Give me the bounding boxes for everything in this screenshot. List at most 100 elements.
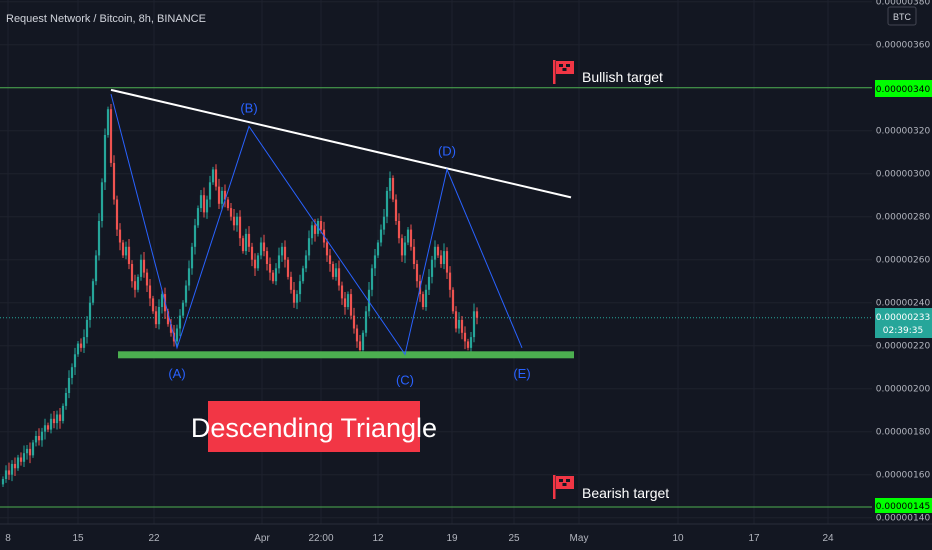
candle <box>463 332 467 342</box>
candle <box>109 109 113 163</box>
price-tick-label: 0.00000220 <box>876 342 931 352</box>
candle <box>373 255 377 269</box>
bullish-target-label: Bullish target <box>582 69 663 85</box>
candle <box>31 442 35 456</box>
candle <box>55 414 59 424</box>
candle <box>286 259 290 277</box>
candle <box>232 216 236 226</box>
candle <box>94 255 98 282</box>
candle <box>22 453 26 462</box>
candle <box>340 285 344 299</box>
wave-label: (A) <box>168 366 185 381</box>
time-tick-label: Apr <box>254 533 270 544</box>
candle <box>208 182 212 200</box>
candle <box>295 294 299 303</box>
time-scale[interactable]: 8 15 22 Apr 22:00 12 19 25 May 10 17 24 <box>0 523 932 550</box>
candle <box>376 242 380 256</box>
candle <box>349 294 353 316</box>
candle <box>388 178 392 191</box>
candle <box>178 315 182 329</box>
candle <box>274 268 278 282</box>
pattern-title-box: Descending Triangle <box>191 401 437 452</box>
currency-badge: BTC <box>887 6 917 26</box>
candle <box>85 319 89 338</box>
svg-text:0.00000233: 0.00000233 <box>876 313 930 323</box>
price-tick-label: 0.00000360 <box>876 41 931 51</box>
candle <box>217 186 221 204</box>
grid <box>0 0 872 524</box>
candle <box>403 242 407 256</box>
candle <box>124 246 128 256</box>
price-tick-label: 0.00000200 <box>876 385 931 395</box>
candles <box>1 104 479 487</box>
time-tick-label: May <box>570 533 589 544</box>
candle <box>406 229 410 243</box>
candle <box>121 242 125 256</box>
candle <box>472 311 476 338</box>
candle <box>304 255 308 269</box>
bearish-price-tag: 0.00000145 <box>875 498 932 513</box>
candle <box>211 169 215 183</box>
candle <box>19 457 23 462</box>
candle <box>28 448 32 456</box>
candle <box>91 281 95 303</box>
price-tick-label: 0.00000140 <box>876 514 931 524</box>
pattern-title: Descending Triangle <box>191 413 437 443</box>
chart-title: Request Network / Bitcoin, 8h, BINANCE <box>6 13 206 25</box>
candle <box>280 246 284 256</box>
candle <box>88 302 92 320</box>
bearish-target-annotation: Bearish target <box>553 475 669 501</box>
time-tick-labels: 8 15 22 Apr 22:00 12 19 25 May 10 17 24 <box>5 533 834 544</box>
svg-text:BTC: BTC <box>893 12 912 22</box>
candle <box>40 431 44 441</box>
candle <box>328 255 332 264</box>
candle <box>391 178 395 200</box>
candle <box>73 354 77 368</box>
candle <box>436 246 440 256</box>
flag-icon <box>553 475 574 499</box>
price-tick-label: 0.00000240 <box>876 299 931 309</box>
time-tick-label: 15 <box>72 533 84 544</box>
candle <box>421 294 425 307</box>
candle <box>100 182 104 221</box>
candle <box>58 414 62 421</box>
candle <box>199 195 203 209</box>
candle <box>112 162 116 200</box>
candle <box>256 255 260 269</box>
candle <box>250 246 254 260</box>
price-scale[interactable]: 0.00000380 0.00000360 0.00000340 0.00000320… <box>872 0 932 524</box>
candle <box>319 221 323 230</box>
candle <box>268 264 272 273</box>
time-tick-label: 19 <box>446 533 458 544</box>
svg-text:0.00000145: 0.00000145 <box>876 502 930 512</box>
candle <box>76 343 80 355</box>
price-tick-label: 0.00000300 <box>876 170 931 180</box>
time-tick-label: 10 <box>672 533 684 544</box>
bar-countdown: 02:39:35 <box>883 326 923 336</box>
candle <box>427 276 431 290</box>
candle <box>82 337 86 348</box>
wave-label: (E) <box>513 366 530 381</box>
candle <box>184 285 188 303</box>
candle <box>52 418 56 424</box>
candle <box>202 195 206 213</box>
candle <box>229 208 233 217</box>
bullish-price-tag: 0.00000340 <box>875 80 932 97</box>
wave-label: (B) <box>240 100 257 115</box>
candle <box>190 246 194 269</box>
candle <box>154 311 158 325</box>
time-tick-label: 24 <box>822 533 834 544</box>
candle <box>292 289 296 303</box>
candle <box>145 272 149 286</box>
resistance-trendline <box>110 88 572 199</box>
time-tick-label: 12 <box>372 533 384 544</box>
target-levels <box>0 87 876 508</box>
candle <box>439 255 443 264</box>
current-price-tag: 0.00000233 02:39:35 <box>875 308 932 338</box>
candle <box>193 225 197 247</box>
price-tick-label: 0.00000380 <box>876 0 931 8</box>
price-tick-label: 0.00000320 <box>876 127 931 137</box>
candle <box>97 221 101 256</box>
